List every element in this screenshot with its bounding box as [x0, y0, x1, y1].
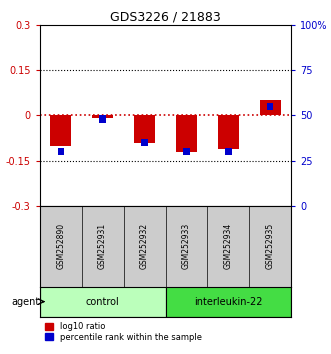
Bar [50, 115, 71, 145]
Title: GDS3226 / 21883: GDS3226 / 21883 [110, 11, 221, 24]
Bar [100, 115, 106, 122]
Bar [166, 286, 291, 317]
Text: GSM252932: GSM252932 [140, 223, 149, 269]
Bar [225, 148, 232, 155]
Bar [141, 139, 148, 146]
Bar [267, 103, 273, 110]
Bar [58, 148, 64, 155]
Bar [134, 115, 155, 143]
Text: interleukin-22: interleukin-22 [194, 297, 262, 307]
Legend: log10 ratio, percentile rank within the sample: log10 ratio, percentile rank within the … [44, 321, 203, 342]
Text: GSM252931: GSM252931 [98, 223, 107, 269]
Bar [260, 100, 281, 115]
Text: GSM252935: GSM252935 [266, 223, 275, 269]
Bar [40, 286, 166, 317]
Text: agent: agent [12, 297, 40, 307]
Bar [92, 115, 113, 118]
Bar [218, 115, 239, 149]
Text: GSM252890: GSM252890 [56, 223, 65, 269]
Bar [183, 148, 190, 155]
Text: control: control [86, 297, 119, 307]
Text: GSM252933: GSM252933 [182, 223, 191, 269]
Text: GSM252934: GSM252934 [224, 223, 233, 269]
Bar [176, 115, 197, 152]
